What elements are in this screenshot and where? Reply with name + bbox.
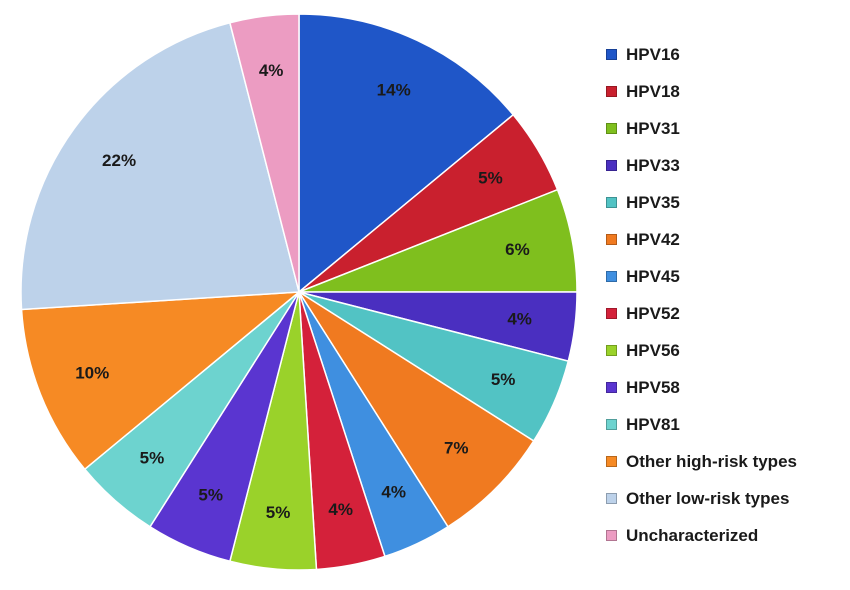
legend-swatch: [606, 419, 617, 430]
legend-label: HPV16: [626, 44, 680, 64]
slice-data-label: 10%: [75, 363, 109, 382]
legend-swatch: [606, 345, 617, 356]
legend-item: Other high-risk types: [606, 443, 797, 480]
legend-item: HPV58: [606, 369, 797, 406]
slice-data-label: 4%: [259, 61, 284, 80]
slice-data-label: 5%: [140, 448, 165, 467]
legend-item: HPV35: [606, 184, 797, 221]
slice-data-label: 22%: [102, 151, 136, 170]
pie-slice: [298, 291, 535, 528]
legend-label: HPV31: [626, 118, 680, 138]
legend-swatch: [606, 49, 617, 60]
legend-swatch: [606, 86, 617, 97]
slice-data-label: 6%: [505, 240, 530, 259]
legend-swatch: [606, 234, 617, 245]
pie-plot-area: 14% 5% 6% 4% 5% 7% 4% 4% 5% 5% 5% 10% 22% 4%: [20, 13, 578, 571]
pie-slice: [228, 13, 300, 293]
legend-swatch: [606, 123, 617, 134]
legend-item: HPV81: [606, 406, 797, 443]
legend-label: HPV18: [626, 81, 680, 101]
legend-swatch: [606, 382, 617, 393]
chart-legend: HPV16 HPV18 HPV31 HPV33 HPV35 HPV42 HPV45 HPV52…: [606, 36, 797, 554]
legend-item: HPV45: [606, 258, 797, 295]
legend-item: HPV18: [606, 73, 797, 110]
legend-item: HPV52: [606, 295, 797, 332]
legend-item: Uncharacterized: [606, 517, 797, 554]
legend-swatch: [606, 456, 617, 467]
slice-data-label: 5%: [198, 486, 223, 505]
slice-data-label: 7%: [444, 439, 469, 458]
slice-data-label: 4%: [507, 309, 532, 328]
pie-slice: [20, 291, 302, 471]
legend-label: HPV58: [626, 377, 680, 397]
legend-swatch: [606, 197, 617, 208]
legend-swatch: [606, 160, 617, 171]
legend-label: Other high-risk types: [626, 451, 797, 471]
legend-label: Uncharacterized: [626, 525, 759, 545]
pie-slice: [20, 21, 300, 311]
slice-data-label: 5%: [478, 168, 503, 187]
legend-label: HPV56: [626, 340, 680, 360]
legend-item: HPV16: [606, 36, 797, 73]
legend-label: HPV81: [626, 414, 680, 434]
legend-swatch: [606, 308, 617, 319]
slice-data-label: 4%: [328, 500, 353, 519]
legend-label: HPV33: [626, 155, 680, 175]
legend-item: HPV56: [606, 332, 797, 369]
slice-data-label: 5%: [266, 503, 291, 522]
legend-swatch: [606, 271, 617, 282]
slice-data-label: 14%: [377, 80, 411, 99]
pie-slice: [298, 13, 515, 294]
legend-label: HPV35: [626, 192, 680, 212]
legend-item: HPV42: [606, 221, 797, 258]
legend-label: HPV42: [626, 229, 680, 249]
legend-item: HPV31: [606, 110, 797, 147]
legend-label: HPV45: [626, 266, 680, 286]
legend-swatch: [606, 530, 617, 541]
slice-data-label: 5%: [491, 370, 516, 389]
legend-label: Other low-risk types: [626, 488, 790, 508]
legend-swatch: [606, 493, 617, 504]
legend-item: Other low-risk types: [606, 480, 797, 517]
slice-data-label: 4%: [381, 483, 406, 502]
legend-item: HPV33: [606, 147, 797, 184]
legend-label: HPV52: [626, 303, 680, 323]
